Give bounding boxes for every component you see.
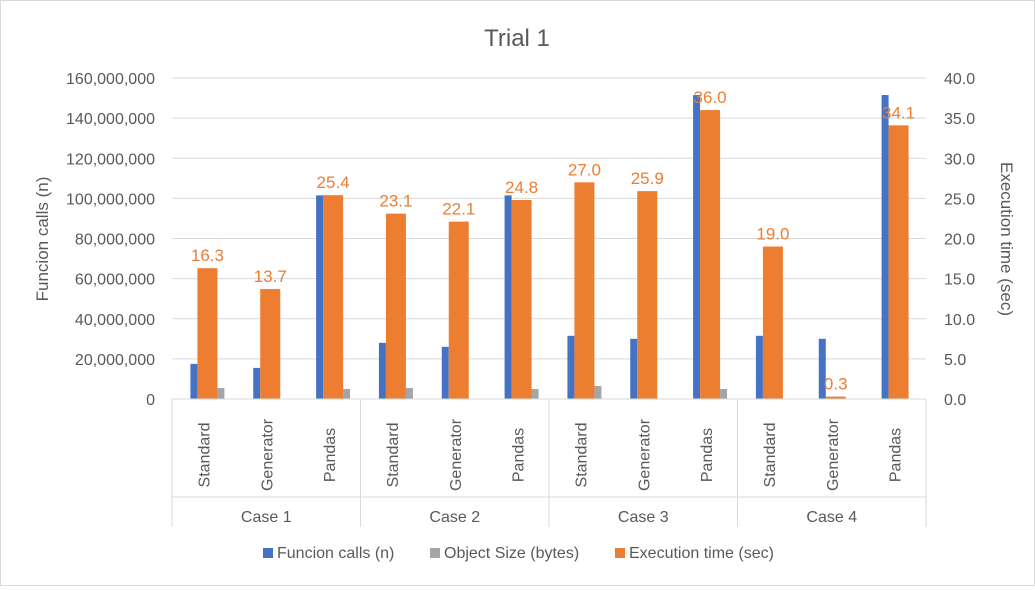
data-label: 24.8 <box>505 178 538 197</box>
y2-tick-label: 5.0 <box>944 352 966 369</box>
bar-0 <box>441 346 449 399</box>
category-label: Pandas <box>888 428 905 482</box>
y2-tick-label: 40.0 <box>944 71 975 88</box>
data-label: 19.0 <box>756 225 789 244</box>
legend-label: Execution time (sec) <box>629 545 774 562</box>
group-label: Case 2 <box>429 509 480 526</box>
y-tick-label: 40,000,000 <box>75 312 155 329</box>
bar-2 <box>260 289 281 399</box>
data-label: 0.3 <box>824 375 848 394</box>
y-tick-label: 20,000,000 <box>75 352 155 369</box>
bar-2 <box>511 199 532 399</box>
bar-0 <box>693 95 701 399</box>
bar-0 <box>504 195 512 399</box>
y2-tick-label: 30.0 <box>944 151 975 168</box>
category-label: Standard <box>762 423 779 488</box>
category-label: Generator <box>448 418 465 491</box>
category-label: Pandas <box>322 428 339 482</box>
bar-0 <box>881 95 889 399</box>
data-label: 25.4 <box>317 173 350 192</box>
y2-tick-label: 20.0 <box>944 232 975 249</box>
bar-2 <box>574 182 595 399</box>
legend-label: Funcion calls (n) <box>277 545 394 562</box>
data-label: 16.3 <box>191 246 224 265</box>
bar-0 <box>378 342 386 399</box>
bar-0 <box>755 335 763 399</box>
data-label: 23.1 <box>379 192 412 211</box>
y2-tick-label: 15.0 <box>944 272 975 289</box>
y2-axis-title: Execution time (sec) <box>997 162 1016 316</box>
bar-2 <box>323 195 344 399</box>
data-label: 36.0 <box>694 88 727 107</box>
bar-1 <box>405 387 413 399</box>
legend-swatch <box>263 548 273 558</box>
data-label: 25.9 <box>631 169 664 188</box>
category-label: Generator <box>636 418 653 491</box>
category-label: Standard <box>196 423 213 488</box>
y2-tick-label: 10.0 <box>944 312 975 329</box>
legend-swatch <box>430 548 440 558</box>
y-tick-label: 0 <box>146 392 155 409</box>
chart-title: Trial 1 <box>484 25 550 52</box>
bar-2 <box>197 268 218 399</box>
category-label: Generator <box>825 418 842 491</box>
category-label: Standard <box>385 423 402 488</box>
bar-1 <box>217 387 225 399</box>
y-tick-label: 100,000,000 <box>66 191 155 208</box>
bar-2 <box>385 213 406 399</box>
y-tick-label: 80,000,000 <box>75 232 155 249</box>
bar-2 <box>888 125 909 399</box>
category-label: Standard <box>573 423 590 488</box>
bar-1 <box>594 385 602 399</box>
data-label: 27.0 <box>568 160 601 179</box>
bar-0 <box>630 338 638 399</box>
y-axis-title: Funcion calls (n) <box>33 177 52 302</box>
bar-0 <box>818 338 826 399</box>
bar-2 <box>825 396 846 399</box>
y2-tick-label: 25.0 <box>944 191 975 208</box>
bar-2 <box>762 246 783 399</box>
y2-tick-label: 0.0 <box>944 392 966 409</box>
bar-0 <box>567 335 575 399</box>
category-label: Pandas <box>511 428 528 482</box>
legend: Funcion calls (n) Object Size (bytes) Exec… <box>263 545 774 562</box>
bar-1 <box>720 388 728 399</box>
y-tick-label: 60,000,000 <box>75 272 155 289</box>
y-tick-label: 120,000,000 <box>66 151 155 168</box>
legend-swatch <box>615 548 625 558</box>
data-label: 13.7 <box>254 267 287 286</box>
y2-tick-label: 35.0 <box>944 111 975 128</box>
bar-2 <box>448 221 469 399</box>
bar-1 <box>343 388 351 399</box>
group-label: Case 3 <box>618 509 669 526</box>
group-label: Case 1 <box>241 509 292 526</box>
bar-2 <box>700 110 721 399</box>
data-label: 22.1 <box>442 200 475 219</box>
category-label: Pandas <box>699 428 716 482</box>
data-label: 34.1 <box>882 103 915 122</box>
bar-0 <box>253 367 261 399</box>
category-label: Generator <box>259 418 276 491</box>
bar-0 <box>190 363 198 399</box>
bar-0 <box>316 195 324 399</box>
y-tick-label: 140,000,000 <box>66 111 155 128</box>
y-tick-label: 160,000,000 <box>66 71 155 88</box>
group-label: Case 4 <box>806 509 857 526</box>
legend-label: Object Size (bytes) <box>444 545 579 562</box>
bar-2 <box>637 191 658 399</box>
bar-1 <box>531 388 539 399</box>
